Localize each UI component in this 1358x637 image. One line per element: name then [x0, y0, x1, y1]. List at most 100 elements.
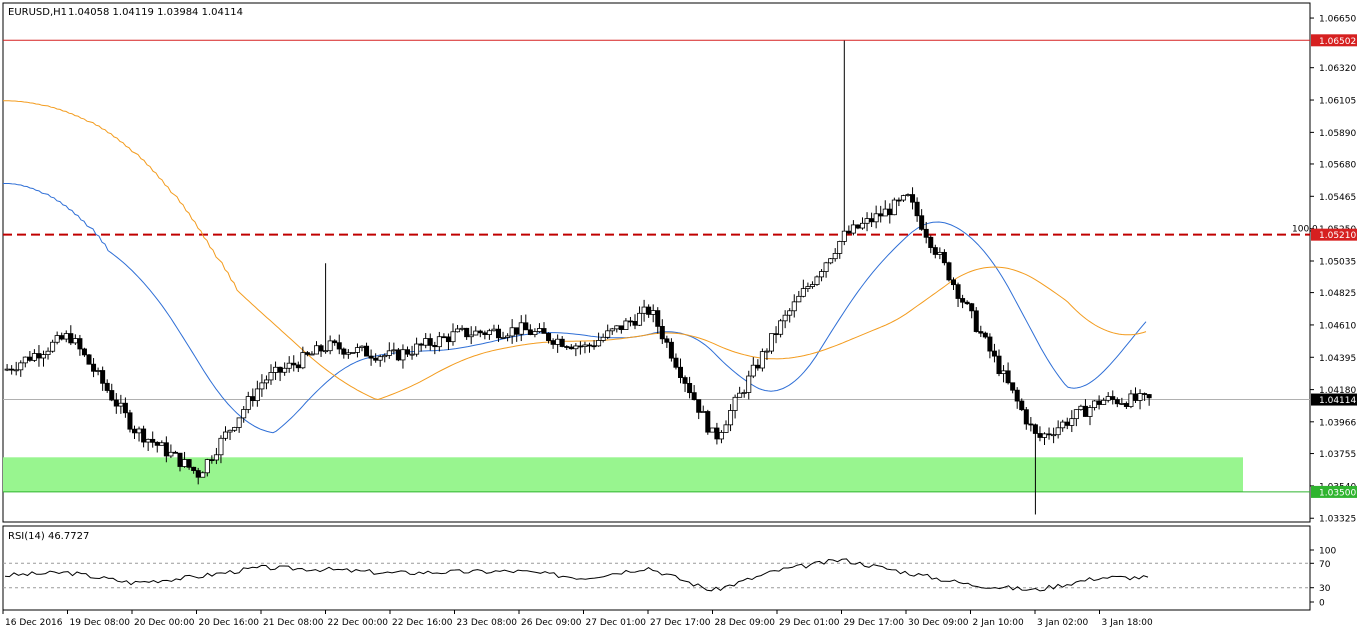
candle: [150, 431, 156, 448]
time-tick-label: 29 Dec 17:00: [844, 618, 905, 628]
candle-body: [414, 343, 420, 355]
candle-body: [373, 357, 379, 361]
candle-body: [523, 322, 529, 331]
candle-body: [450, 331, 456, 343]
candle: [409, 345, 415, 360]
time-tick-label: 21 Dec 08:00: [263, 618, 324, 628]
candle-body: [646, 306, 652, 315]
candle-body: [168, 451, 174, 457]
candle: [718, 430, 724, 444]
candle-body: [941, 251, 947, 264]
candle-body: [282, 367, 288, 373]
candle: [45, 347, 51, 360]
candle-body: [996, 355, 1002, 375]
candle: [682, 375, 688, 392]
rsi-tick-label: 0: [1319, 599, 1325, 609]
time-tick-label: 22 Dec 00:00: [328, 618, 389, 628]
candle-body: [309, 353, 315, 356]
candle-body: [982, 332, 988, 338]
price-tick-label: 1.03755: [1319, 450, 1356, 460]
candle-body: [227, 429, 233, 433]
candle: [873, 205, 879, 229]
candle: [891, 197, 897, 216]
candle-body: [655, 310, 661, 327]
candle: [18, 360, 24, 377]
candle: [100, 366, 106, 391]
candle-body: [1014, 389, 1020, 402]
candle-body: [1042, 433, 1048, 438]
candle: [996, 349, 1002, 377]
candle: [1137, 389, 1143, 410]
candle-body: [13, 369, 19, 372]
time-tick-label: 3 Jan 02:00: [1037, 618, 1089, 628]
ma-slow-line: [3, 100, 1147, 401]
price-pane[interactable]: [2, 2, 1311, 523]
candle-body: [828, 258, 834, 264]
candle-body: [368, 355, 374, 359]
candle-body: [131, 428, 137, 434]
time-tick-label: 19 Dec 08:00: [70, 618, 131, 628]
candle-body: [764, 350, 770, 353]
candle: [368, 349, 374, 366]
candle-body: [113, 399, 119, 407]
candle-body: [236, 417, 242, 428]
candle: [787, 308, 793, 323]
candle-body: [1082, 405, 1088, 417]
candle-body: [778, 320, 784, 335]
candle: [286, 356, 292, 373]
candle: [805, 282, 811, 293]
candle-body: [800, 288, 806, 297]
candle-body: [755, 364, 761, 369]
candle-body: [505, 335, 511, 338]
candle-body: [100, 370, 106, 384]
candle: [86, 354, 92, 365]
candle-body: [991, 350, 997, 357]
resistance-price-tag: 1.06502: [1311, 34, 1357, 47]
candle-body: [855, 224, 861, 229]
candle: [609, 327, 615, 335]
candle-body: [268, 372, 274, 381]
candle-body: [960, 298, 966, 303]
ma-fast-line: [3, 183, 1147, 434]
candle: [705, 409, 711, 435]
candle-body: [637, 312, 643, 326]
candle: [900, 194, 906, 202]
rsi-pane[interactable]: [2, 525, 1311, 611]
candle-body: [4, 368, 10, 371]
candle: [951, 277, 957, 290]
fib-price-tag-bg: [1311, 228, 1357, 241]
candle-body: [787, 310, 793, 316]
candle: [814, 275, 820, 286]
candle: [1019, 398, 1025, 412]
candle-body: [732, 396, 738, 411]
candle-body: [873, 213, 879, 223]
candle-body: [518, 322, 524, 335]
candle-body: [182, 459, 188, 467]
candle-body: [1105, 396, 1111, 401]
candle: [1087, 404, 1093, 426]
candle-body: [860, 222, 866, 229]
candle-body: [832, 253, 838, 260]
candle: [746, 370, 752, 400]
candle: [941, 249, 947, 266]
candle-body: [928, 236, 934, 248]
candle: [41, 350, 47, 367]
candle-body: [491, 328, 497, 332]
candle-body: [341, 348, 347, 355]
candle-body: [614, 325, 620, 330]
candle-body: [900, 195, 906, 201]
candle-body: [427, 338, 433, 346]
time-tick-label: 20 Dec 00:00: [134, 618, 195, 628]
candle: [382, 353, 388, 363]
candle: [455, 324, 461, 333]
candle-body: [1060, 421, 1066, 429]
candle-body: [104, 382, 110, 391]
support-price-tag: 1.03500: [1311, 485, 1357, 498]
candle: [81, 347, 87, 357]
candle-body: [50, 341, 56, 352]
candle: [218, 435, 224, 464]
candle-body: [910, 194, 916, 203]
time-tick-label: 27 Dec 01:00: [586, 618, 647, 628]
candle-body: [678, 366, 684, 378]
candle-body: [882, 208, 888, 217]
